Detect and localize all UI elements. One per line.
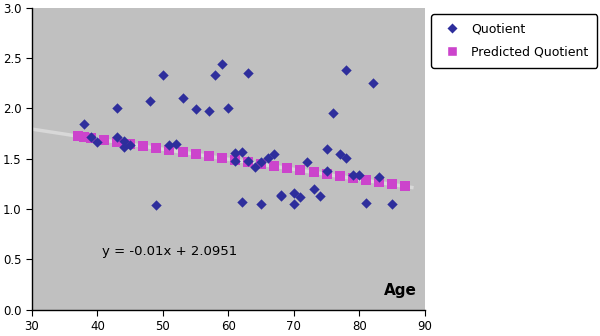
- Point: [348, 172, 358, 178]
- Point: [322, 146, 331, 152]
- Point: [316, 193, 325, 199]
- Point: [86, 135, 95, 141]
- Point: [125, 142, 135, 148]
- Point: [224, 106, 233, 111]
- Point: [243, 158, 253, 164]
- Point: [348, 176, 358, 181]
- Point: [276, 192, 286, 198]
- Point: [158, 73, 167, 78]
- Point: [204, 109, 214, 114]
- Point: [178, 150, 187, 155]
- Point: [361, 200, 371, 206]
- Point: [374, 174, 384, 180]
- Point: [309, 170, 319, 175]
- Point: [204, 154, 214, 159]
- Point: [217, 156, 227, 161]
- Point: [341, 155, 351, 161]
- Point: [230, 158, 240, 163]
- Point: [237, 199, 247, 205]
- Point: [164, 142, 174, 148]
- Point: [341, 68, 351, 73]
- Point: [296, 168, 305, 173]
- Point: [73, 133, 82, 139]
- Point: [79, 121, 89, 126]
- Point: [361, 178, 371, 183]
- Point: [86, 134, 95, 139]
- Point: [289, 190, 299, 196]
- Point: [217, 61, 227, 67]
- Point: [112, 134, 122, 139]
- Point: [112, 139, 122, 145]
- Point: [309, 186, 319, 192]
- Point: [289, 201, 299, 207]
- Point: [296, 194, 305, 200]
- Point: [243, 71, 253, 76]
- Point: [269, 151, 279, 157]
- Point: [152, 202, 161, 208]
- Point: [335, 151, 344, 157]
- Point: [276, 193, 286, 199]
- Point: [335, 174, 344, 179]
- Point: [139, 143, 148, 149]
- Point: [171, 141, 181, 146]
- Text: y = -0.01x + 2.0951: y = -0.01x + 2.0951: [102, 246, 237, 258]
- Point: [125, 141, 135, 147]
- Point: [237, 149, 247, 155]
- Point: [92, 139, 102, 144]
- Point: [388, 182, 397, 187]
- Point: [322, 168, 331, 174]
- Point: [145, 99, 155, 104]
- Point: [230, 150, 240, 156]
- Point: [99, 137, 109, 143]
- Point: [250, 164, 259, 170]
- Point: [243, 160, 253, 165]
- Point: [302, 159, 312, 165]
- Point: [256, 201, 266, 207]
- Point: [211, 73, 220, 78]
- Point: [328, 111, 338, 116]
- Point: [374, 180, 384, 185]
- Point: [191, 152, 200, 157]
- Point: [119, 138, 128, 143]
- Point: [368, 81, 377, 86]
- Point: [269, 164, 279, 169]
- Point: [256, 162, 266, 167]
- Point: [164, 148, 174, 153]
- Point: [119, 144, 128, 150]
- Point: [112, 106, 122, 111]
- Point: [178, 96, 187, 101]
- Legend: Quotient, Predicted Quotient: Quotient, Predicted Quotient: [431, 14, 597, 68]
- Point: [79, 134, 89, 140]
- Point: [355, 172, 364, 178]
- Point: [401, 184, 410, 189]
- Text: Age: Age: [384, 283, 417, 298]
- Point: [230, 158, 240, 164]
- Point: [322, 172, 331, 177]
- Point: [256, 159, 266, 165]
- Point: [388, 201, 397, 207]
- Point: [263, 155, 272, 161]
- Point: [152, 145, 161, 151]
- Point: [191, 107, 200, 112]
- Point: [283, 166, 292, 171]
